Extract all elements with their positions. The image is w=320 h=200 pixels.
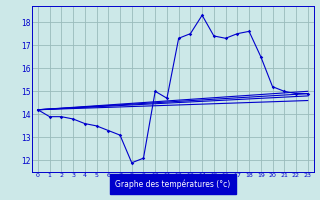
X-axis label: Graphe des températures (°c): Graphe des températures (°c) <box>115 179 230 189</box>
